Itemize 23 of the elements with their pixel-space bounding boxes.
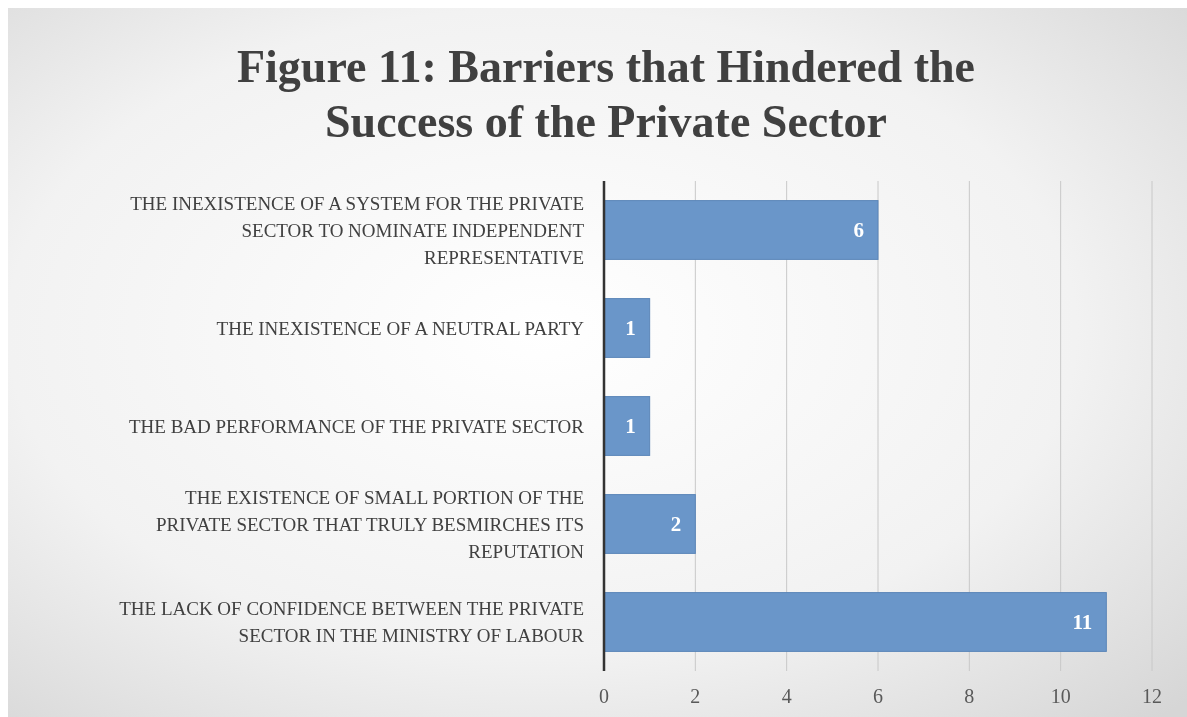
bar [603, 494, 696, 554]
y-tick-label: THE LACK OF CONFIDENCE BETWEEN THE PRIVATE SECTOR IN THE MINISTRY OF LABOUR [119, 598, 585, 647]
y-tick-label: THE EXISTENCE OF SMALL PORTION OF THE PRIVATE SECTOR THAT TRULY BESMIRCHES ITS REPUTATION [156, 486, 585, 562]
bar [603, 592, 1107, 652]
x-tick-label: 0 [599, 685, 609, 707]
x-tick-label: 4 [781, 685, 792, 707]
chart-title: Figure 11: Barriers that Hindered the Success of the Private Sector [236, 41, 976, 147]
y-tick-label: THE INEXISTENCE OF A NEUTRAL PARTY [216, 317, 585, 339]
x-tick-label: 10 [1050, 685, 1071, 707]
y-tick-label: THE BAD PERFORMANCE OF THE PRIVATE SECTOR [128, 415, 585, 437]
x-tick-label: 12 [1142, 685, 1162, 707]
data-label: 1 [625, 414, 636, 439]
x-tick-label: 2 [690, 685, 701, 707]
y-tick-label: THE INEXISTENCE OF A SYSTEM FOR THE PRIVATE SECTOR TO NOMINATE INDEPENDENT REPRESENTATIVE [130, 192, 585, 268]
bar [603, 298, 651, 358]
data-label: 6 [853, 218, 864, 243]
data-label: 2 [670, 512, 682, 537]
bar [603, 200, 879, 260]
x-tick-label: 6 [873, 685, 883, 707]
data-label: 11 [1072, 610, 1093, 635]
bar [603, 396, 651, 456]
x-tick-label: 8 [964, 685, 975, 707]
data-label: 1 [625, 316, 636, 341]
